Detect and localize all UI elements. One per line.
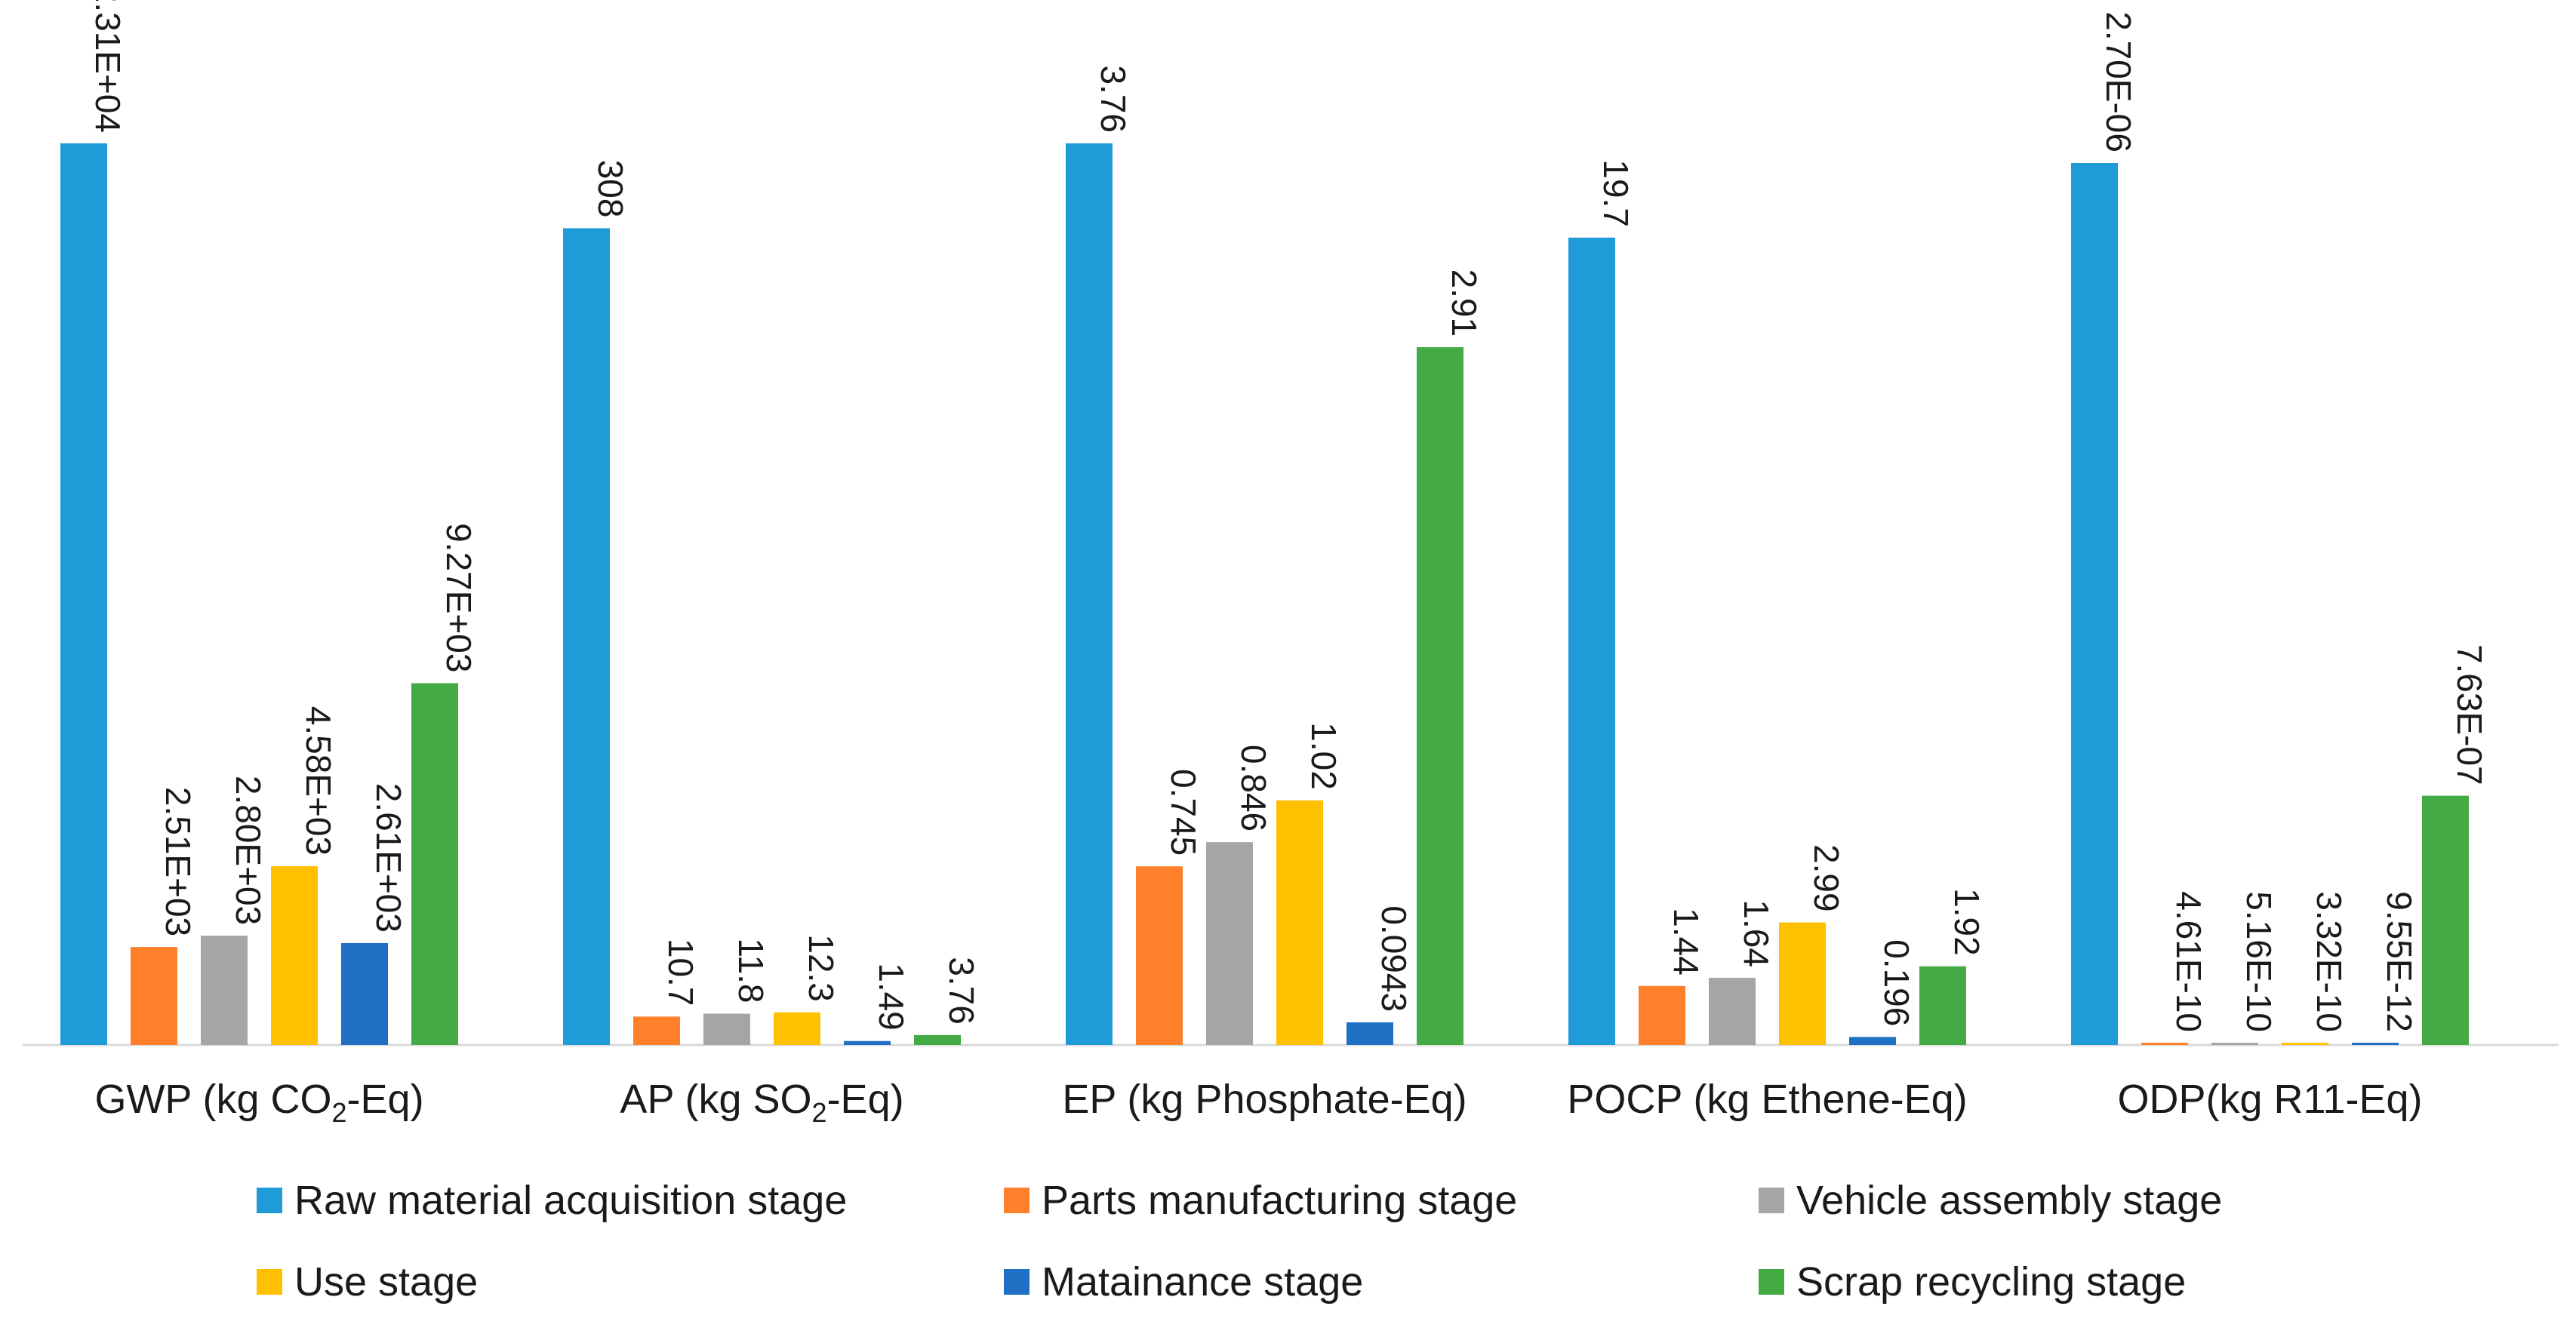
bar [1709,977,1756,1045]
category-label: AP (kg SO2-Eq) [620,1077,903,1128]
legend-label: Vehicle assembly stage [1796,1178,2223,1223]
category-label: POCP (kg Ethene-Eq) [1567,1077,1967,1122]
data-label: 4.58E+03 [299,706,338,856]
bar [1639,985,1685,1045]
data-label: 2.51E+03 [158,787,198,936]
bar [1417,347,1463,1046]
bar [1206,842,1253,1045]
data-label: 9.27E+03 [439,523,479,672]
bar [1136,866,1183,1045]
data-label: 2.91 [1445,269,1484,337]
bar [411,683,458,1045]
data-label: 9.55E-12 [2380,891,2419,1032]
data-label: 0.196 [1877,939,1916,1026]
legend-item: Matainance stage [1004,1259,1363,1305]
category-label: GWP (kg CO2-Eq) [94,1077,423,1128]
data-label: 12.3 [802,934,841,1002]
bar [2211,1043,2258,1045]
data-label: 11.8 [731,938,771,1003]
bar [1849,1037,1896,1045]
data-label: 19.7 [1596,159,1636,227]
bar [2071,162,2118,1045]
legend-label: Scrap recycling stage [1796,1259,2187,1305]
legend-swatch [1759,1269,1784,1295]
bar [341,942,388,1045]
legend-item: Raw material acquisition stage [257,1177,847,1224]
bar [703,1013,750,1045]
bar [1066,143,1113,1045]
bar [1779,922,1826,1045]
legend-swatch [1004,1188,1029,1213]
bar [2422,795,2469,1045]
data-label: 2.61E+03 [369,783,408,933]
bar [2282,1043,2328,1045]
data-label: 2.70E-06 [2099,11,2138,152]
data-label: 3.76 [1094,65,1133,133]
data-label: 0.846 [1234,745,1273,831]
bar [271,866,318,1045]
bar [1568,237,1615,1045]
data-label: 2.31E+04 [88,0,128,133]
data-label: 5.16E-10 [2239,891,2279,1032]
bar [131,947,177,1045]
legend-label: Use stage [294,1259,479,1305]
bar [844,1040,891,1045]
legend-label: Matainance stage [1042,1259,1364,1305]
legend-item: Parts manufacturing stage [1004,1177,1517,1224]
data-label: 2.80E+03 [229,776,268,925]
bar [914,1034,961,1045]
legend-swatch [1004,1269,1029,1295]
data-label: 308 [591,160,630,218]
legend-item: Vehicle assembly stage [1759,1177,2222,1224]
data-label: 1.02 [1304,722,1343,790]
legend-swatch [257,1269,282,1295]
data-label: 1.92 [1947,888,1987,956]
legend-swatch [1759,1188,1784,1213]
bar [563,228,610,1045]
data-label: 3.76 [942,957,981,1025]
bar [2141,1043,2188,1045]
bar [2352,1043,2399,1045]
category-label: EP (kg Phosphate-Eq) [1062,1077,1467,1122]
bar [201,936,248,1045]
bar [1919,966,1966,1045]
bar [1346,1022,1393,1045]
legend-item: Scrap recycling stage [1759,1259,2186,1305]
bar [774,1012,820,1045]
legend: Raw material acquisition stage Parts manu… [0,1154,2576,1328]
data-label: 1.64 [1737,899,1776,967]
data-label: 1.44 [1667,908,1706,976]
legend-label: Parts manufacturing stage [1042,1178,1518,1223]
data-label: 2.99 [1807,844,1846,912]
legend-item: Use stage [257,1259,478,1305]
bar [633,1016,680,1045]
data-label: 0.745 [1164,769,1203,856]
bar [60,143,107,1045]
category-label: ODP(kg R11-Eq) [2117,1077,2422,1122]
data-label: 10.7 [661,939,700,1007]
legend-swatch [257,1188,282,1213]
legend-label: Raw material acquisition stage [294,1178,848,1223]
bar-chart: 2.31E+04 2.51E+03 2.80E+03 4.58E+03 2.61E+03… [23,0,2559,1128]
data-label: 0.0943 [1374,905,1414,1012]
data-label: 1.49 [872,963,911,1031]
data-label: 7.63E-07 [2450,644,2489,785]
data-label: 3.32E-10 [2310,891,2349,1032]
data-label: 4.61E-10 [2169,891,2208,1032]
bar [1276,800,1323,1045]
